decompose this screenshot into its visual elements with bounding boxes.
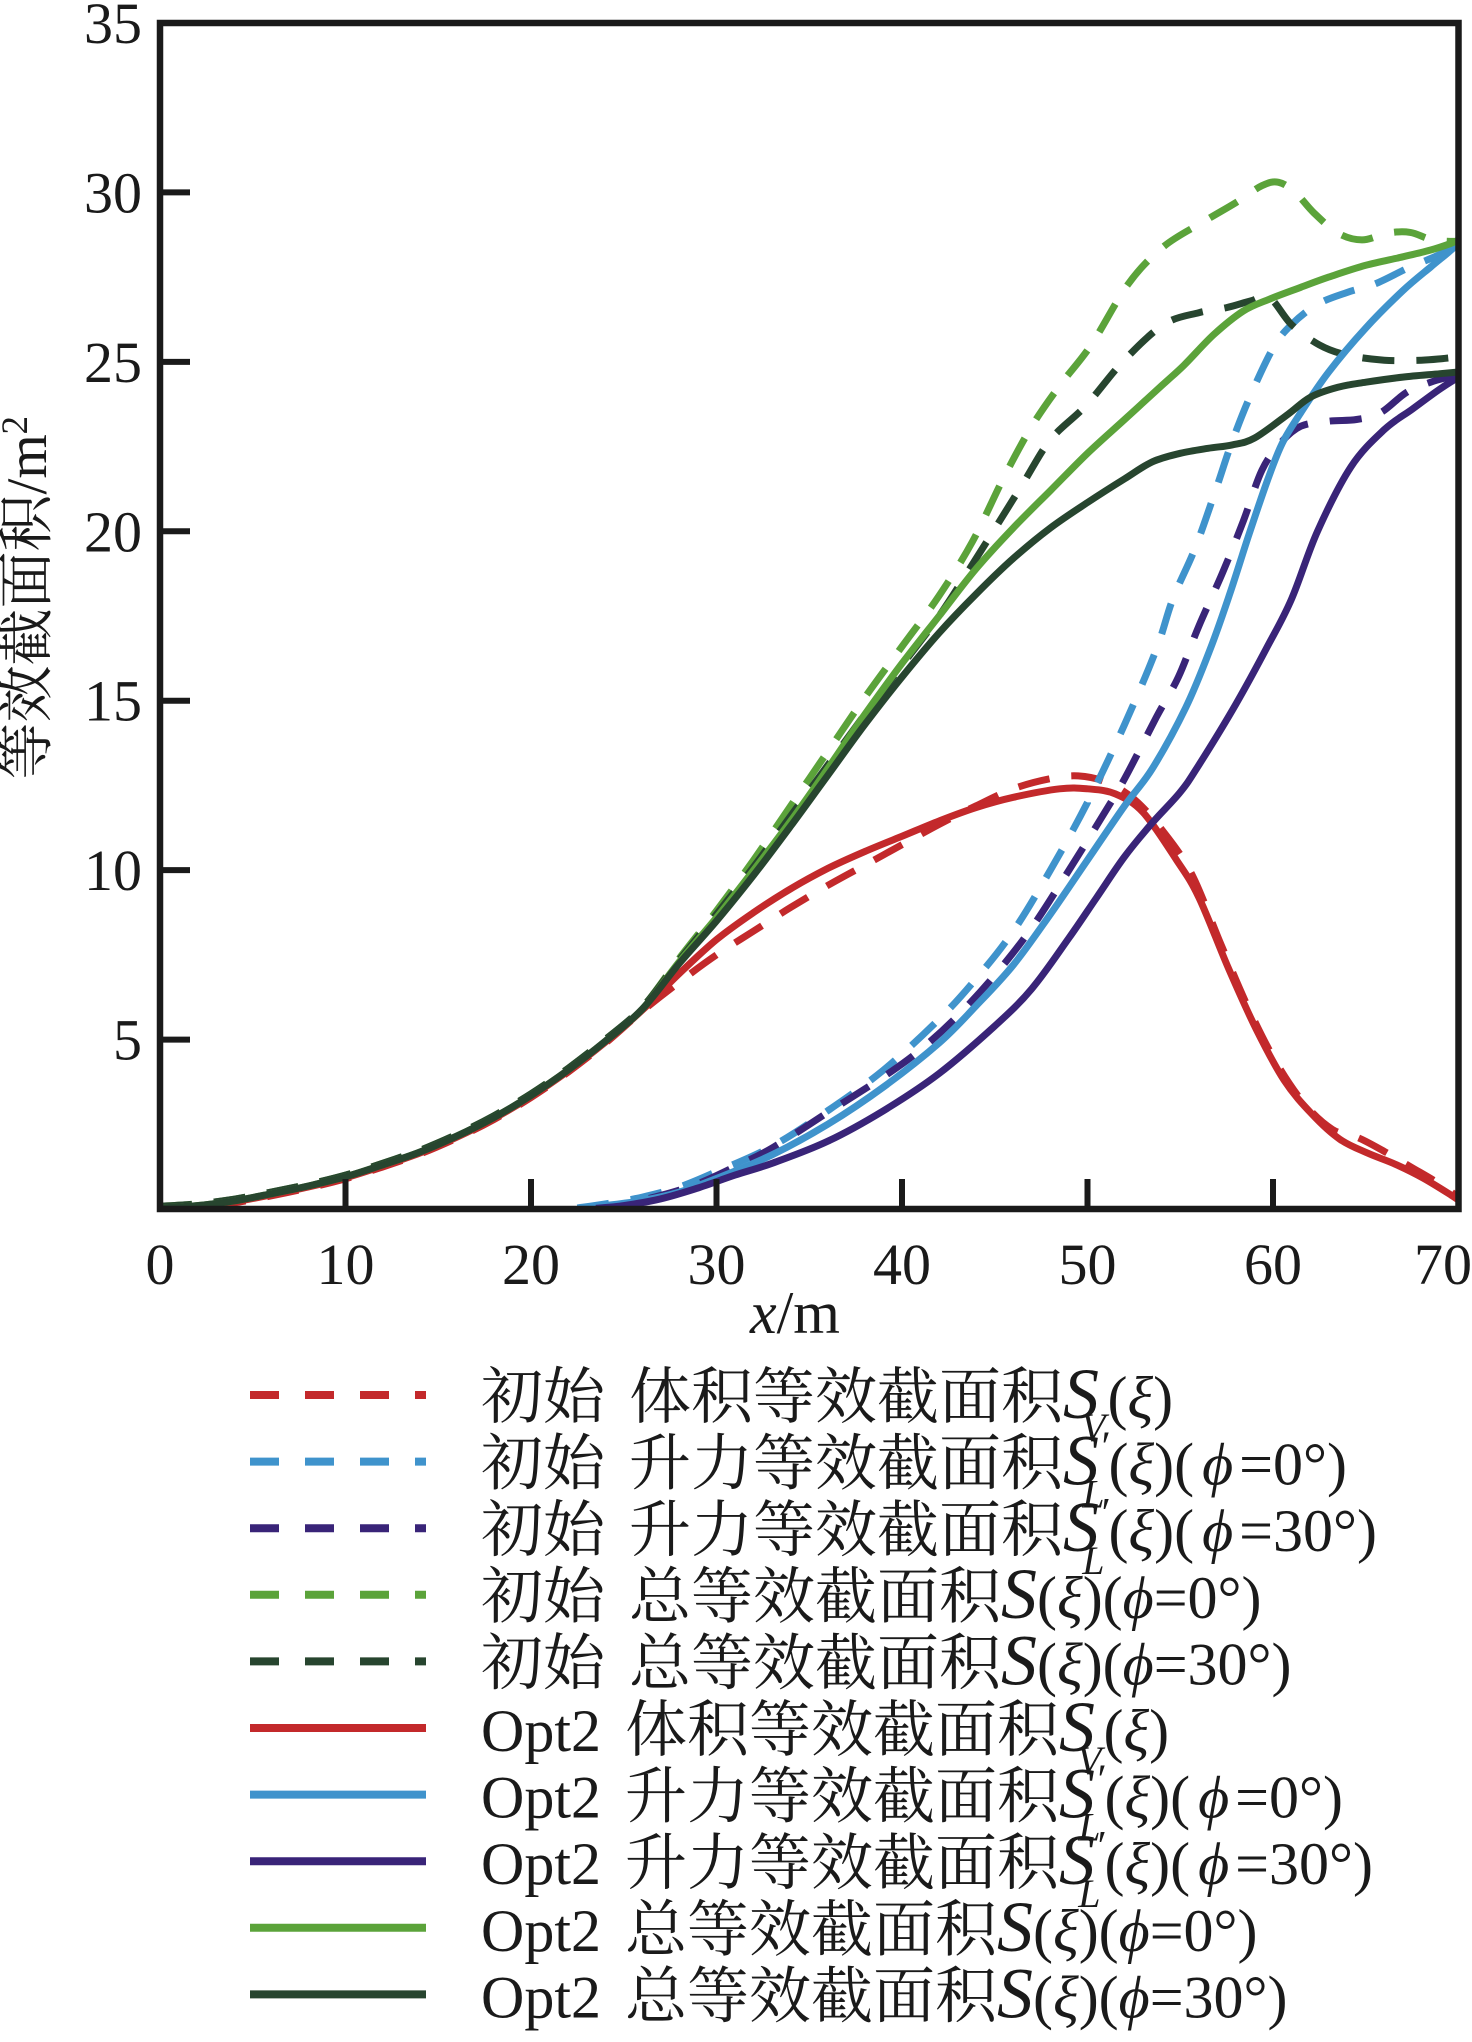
svg-text:20: 20 (502, 1232, 560, 1297)
svg-text:40: 40 (873, 1232, 931, 1297)
svg-text:50: 50 (1059, 1232, 1117, 1297)
svg-text:25: 25 (84, 330, 142, 395)
svg-text:S(ξ)(ϕ=30°): S(ξ)(ϕ=30°) (1001, 1620, 1292, 1700)
svg-text:S′L(ξ)(ϕ=30°): S′ L(ξ)(ϕ =30°) (1063, 1487, 1377, 1583)
svg-text:/m: /m (0, 434, 59, 494)
svg-text:S′L(ξ)(ϕ=0°): S′ L(ξ)(ϕ =0°) (1059, 1754, 1343, 1850)
svg-text:5: 5 (113, 1008, 142, 1073)
svg-text:S(ξ)(ϕ=0°): S(ξ)(ϕ=0°) (1001, 1554, 1262, 1634)
svg-text:Opt2: Opt2 (481, 1898, 601, 1964)
svg-text:60: 60 (1244, 1232, 1302, 1297)
svg-text:20: 20 (84, 499, 142, 564)
svg-text:Opt2: Opt2 (481, 1765, 601, 1831)
svg-text:SV(ξ): SV(ξ) (1059, 1687, 1169, 1783)
svg-text:30: 30 (84, 160, 142, 225)
svg-text:S′L(ξ)(ϕ=30°): S′ L(ξ)(ϕ =30°) (1059, 1820, 1373, 1916)
svg-text:2: 2 (0, 416, 36, 435)
svg-text:35: 35 (84, 0, 142, 56)
svg-text:30: 30 (688, 1232, 746, 1297)
svg-text:Opt2: Opt2 (481, 1698, 601, 1764)
svg-text:Opt2: Opt2 (481, 1964, 601, 2030)
svg-text:0: 0 (146, 1232, 175, 1297)
svg-text:x/m: x/m (749, 1280, 840, 1346)
svg-text:10: 10 (84, 838, 142, 903)
svg-text:S′L(ξ)(ϕ=0°): S′ L(ξ)(ϕ =0°) (1063, 1421, 1347, 1517)
svg-text:70: 70 (1414, 1232, 1472, 1297)
svg-text:S(ξ)(ϕ=30°): S(ξ)(ϕ=30°) (997, 1953, 1288, 2033)
svg-text:15: 15 (84, 669, 142, 734)
svg-text:Opt2: Opt2 (481, 1831, 601, 1897)
svg-text:SV(ξ): SV(ξ) (1063, 1354, 1173, 1450)
svg-text:S(ξ)(ϕ=0°): S(ξ)(ϕ=0°) (997, 1887, 1258, 1967)
svg-text:10: 10 (317, 1232, 375, 1297)
